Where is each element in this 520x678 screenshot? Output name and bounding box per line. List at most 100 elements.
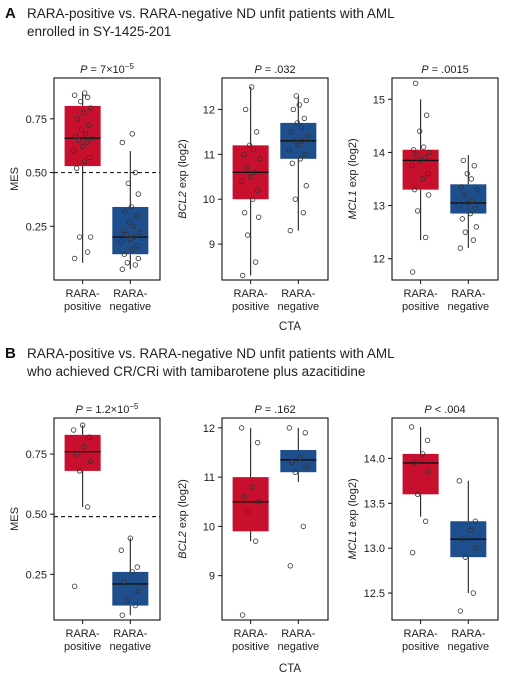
data-point xyxy=(473,224,480,230)
data-point xyxy=(288,129,295,135)
data-point xyxy=(471,163,478,169)
data-point xyxy=(297,156,304,162)
data-point xyxy=(408,424,415,430)
data-point xyxy=(240,151,247,158)
data-point xyxy=(124,260,131,266)
data-point xyxy=(121,251,128,257)
data-point xyxy=(457,608,464,614)
data-point xyxy=(132,602,139,609)
y-axis-label: BCL2 exp (log2) xyxy=(177,479,189,559)
data-point xyxy=(253,129,260,135)
data-point xyxy=(81,90,88,96)
data-point xyxy=(468,176,475,182)
y-tick-label: 0.50 xyxy=(26,509,47,521)
data-point xyxy=(85,122,92,128)
data-point xyxy=(467,210,474,217)
x-tick-label: positive xyxy=(402,641,439,653)
data-point xyxy=(126,219,133,225)
data-point xyxy=(410,147,417,153)
data-point xyxy=(83,139,90,146)
x-tick-label: RARA- xyxy=(234,628,269,640)
data-point xyxy=(297,454,304,461)
data-point xyxy=(457,245,464,251)
y-tick-label: 12.5 xyxy=(364,588,385,600)
data-point xyxy=(414,208,421,214)
x-tick-label: negative xyxy=(110,641,152,653)
data-point xyxy=(118,238,125,245)
data-point xyxy=(135,588,142,594)
data-point xyxy=(77,98,84,105)
plot-frame xyxy=(221,417,329,621)
data-point xyxy=(87,458,94,464)
data-point xyxy=(72,133,79,139)
data-point xyxy=(411,186,418,193)
x-tick-label: negative xyxy=(110,301,152,313)
data-point xyxy=(462,554,469,560)
data-point xyxy=(81,159,88,165)
plot-frame xyxy=(391,417,499,621)
box-rara-positive xyxy=(64,434,101,471)
box-rara-positive xyxy=(402,149,439,190)
data-point xyxy=(426,149,433,156)
y-tick-label: 11 xyxy=(204,472,215,484)
data-point xyxy=(467,527,474,533)
y-axis-label: MES xyxy=(9,507,21,531)
y-tick-label: 10 xyxy=(203,194,215,206)
data-point xyxy=(469,197,476,203)
data-point xyxy=(254,439,261,446)
y-tick-label: 11 xyxy=(204,149,215,161)
data-point xyxy=(300,209,307,216)
data-point xyxy=(462,229,469,235)
data-point xyxy=(419,176,426,182)
plot-frame xyxy=(391,77,499,281)
data-point xyxy=(76,468,83,474)
data-point xyxy=(248,84,255,90)
data-point xyxy=(241,209,248,216)
plot-frame xyxy=(53,417,161,621)
p-value-label: P = .032 xyxy=(254,64,295,76)
data-point xyxy=(294,120,301,126)
x-tick-label: RARA- xyxy=(66,288,101,300)
y-tick-label: 14 xyxy=(373,147,385,159)
box-rara-negative xyxy=(112,206,149,255)
x-tick-label: RARA- xyxy=(281,288,316,300)
data-point xyxy=(473,545,480,551)
data-point xyxy=(73,451,80,457)
data-point xyxy=(416,128,423,134)
data-point xyxy=(79,422,86,428)
y-tick-label: 0.25 xyxy=(26,221,47,233)
data-point xyxy=(84,504,91,510)
data-point xyxy=(302,430,309,436)
box-plot-4: P = 1.2×10−50.250.500.75RARA-positiveRAR… xyxy=(9,402,161,653)
data-point xyxy=(304,133,311,140)
data-point xyxy=(470,590,477,596)
data-point xyxy=(459,536,466,542)
box-plot-6: P < .00412.513.013.514.0RARA-positiveRAR… xyxy=(347,404,499,653)
data-point xyxy=(127,236,134,242)
data-point xyxy=(86,434,93,440)
data-point xyxy=(414,491,421,498)
data-point xyxy=(125,180,132,186)
x-tick-label: RARA- xyxy=(113,288,148,300)
x-tick-label: positive xyxy=(64,641,101,653)
data-point xyxy=(86,154,93,161)
data-point xyxy=(249,484,256,490)
data-point xyxy=(411,460,418,466)
data-point xyxy=(71,92,78,98)
data-point xyxy=(421,155,428,161)
panel-a-title: RARA-positive vs. RARA-negative ND unfit… xyxy=(27,5,395,41)
panel-b-title-line-1: RARA-positive vs. RARA-negative ND unfit… xyxy=(27,346,395,361)
data-point xyxy=(286,147,293,153)
y-tick-label: 14.0 xyxy=(364,453,385,465)
data-point xyxy=(409,269,416,275)
x-tick-label: RARA- xyxy=(66,628,101,640)
data-point xyxy=(136,230,143,236)
y-tick-label: 9 xyxy=(209,239,215,251)
y-tick-label: 13.0 xyxy=(364,543,385,555)
data-point xyxy=(84,94,91,101)
box-rara-negative xyxy=(112,571,149,606)
x-tick-label: RARA- xyxy=(113,628,148,640)
data-point xyxy=(413,152,420,158)
data-point xyxy=(129,131,136,137)
data-point xyxy=(76,234,83,240)
